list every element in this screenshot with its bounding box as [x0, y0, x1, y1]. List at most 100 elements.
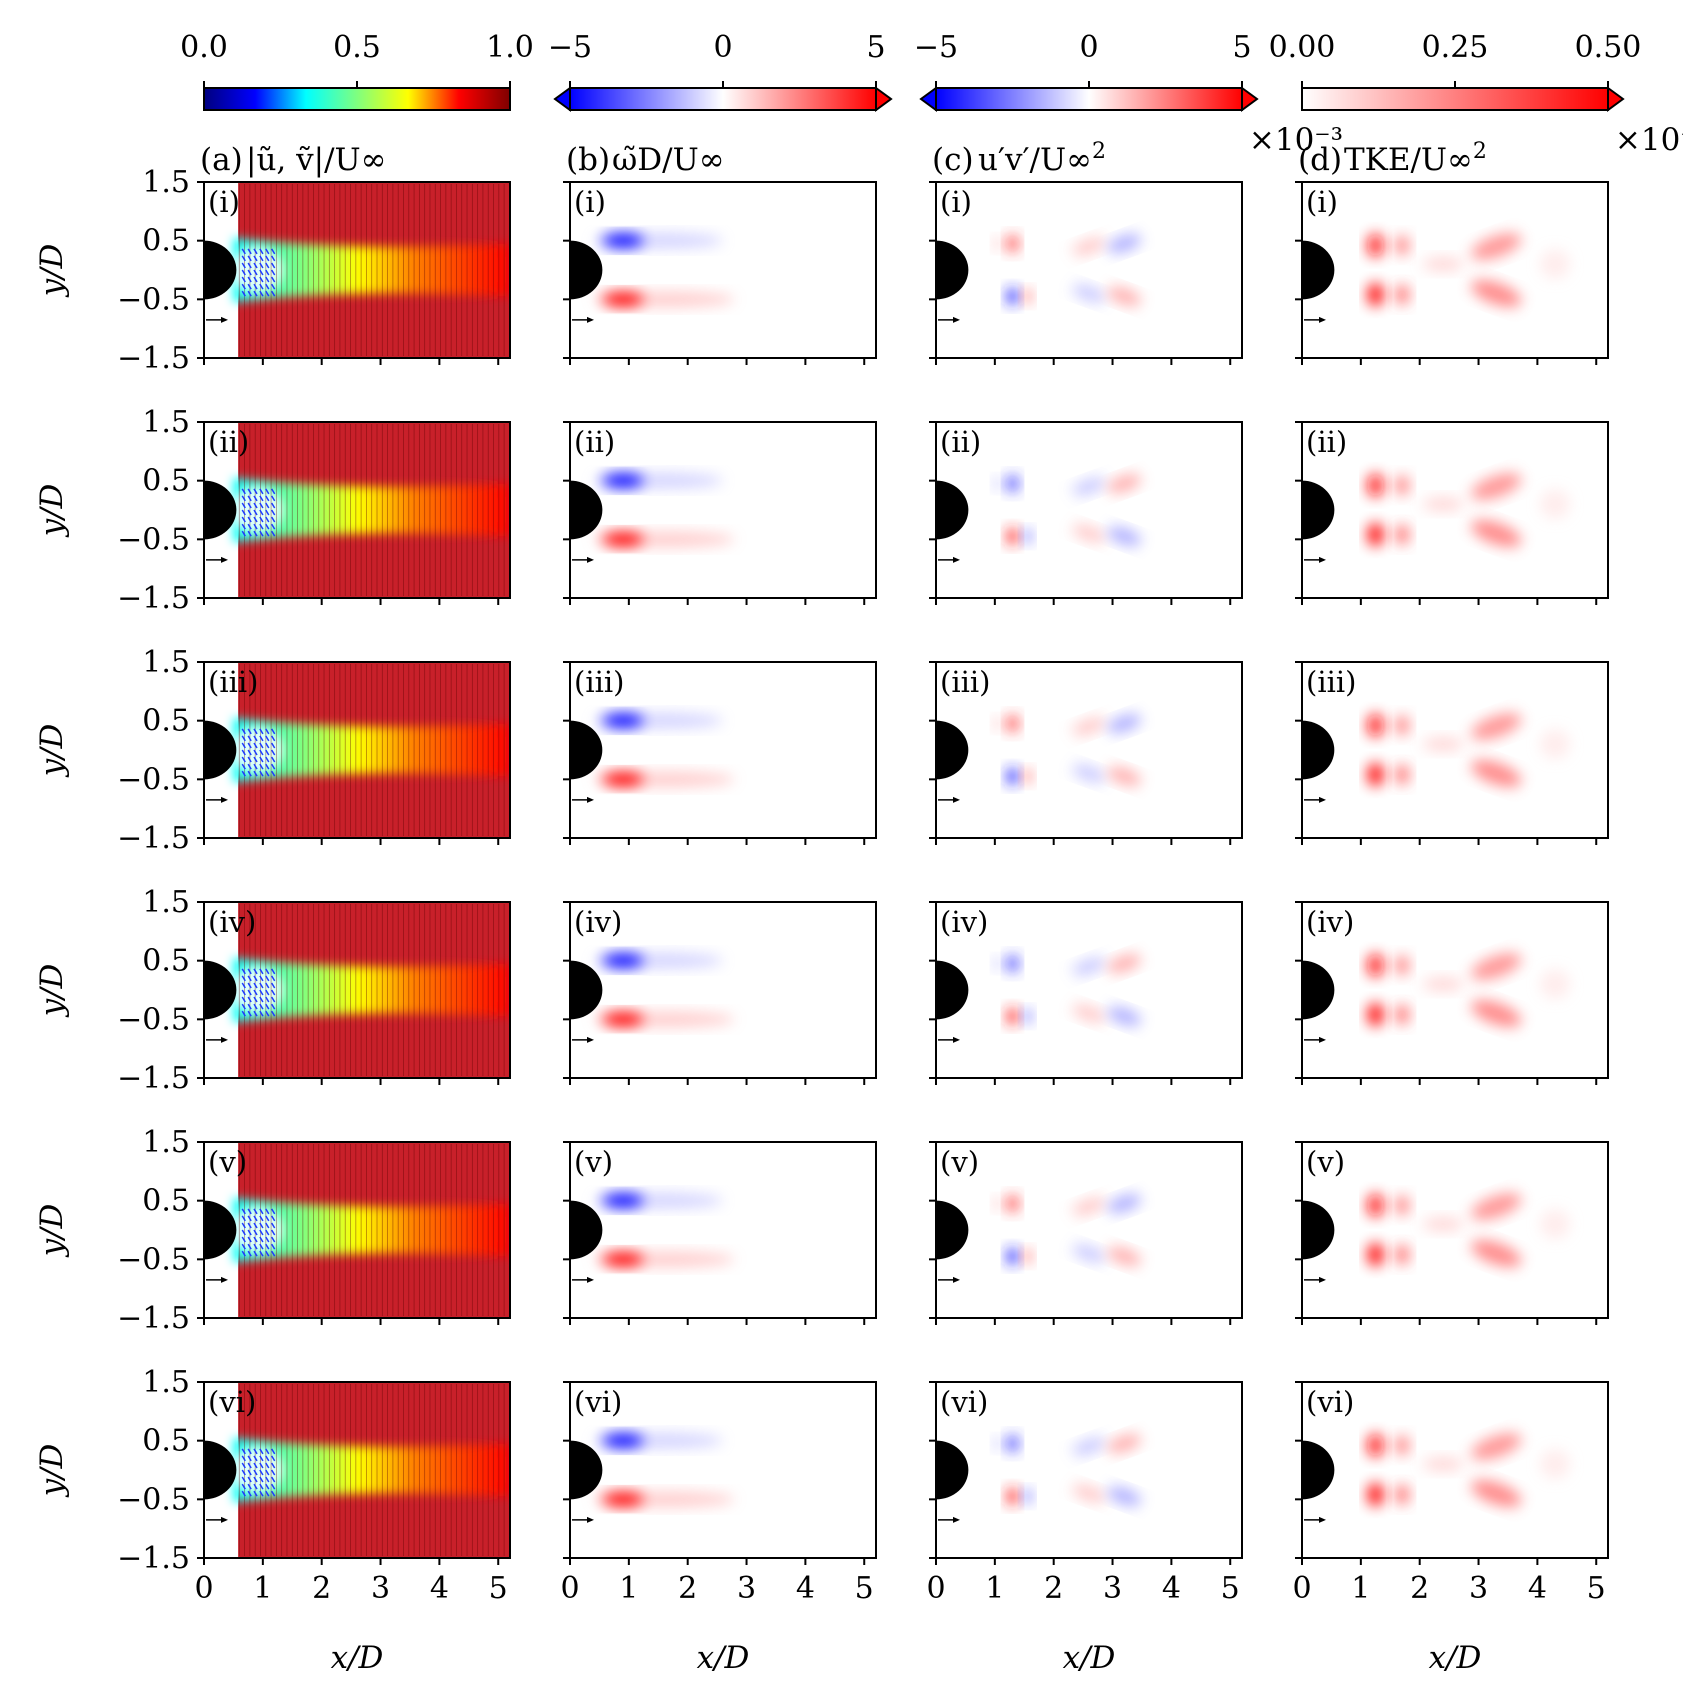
recirculation-vector: [259, 502, 264, 509]
recirculation-vector: [247, 1222, 252, 1229]
tke-lobe: [1471, 760, 1522, 787]
x-axis-label: x/D: [697, 1640, 750, 1676]
tke-peak: [1367, 233, 1384, 258]
panel-field: [204, 1382, 510, 1558]
colorbar-1: 0.0 0.5 1.0: [180, 30, 534, 111]
panel-frame: [1301, 181, 1609, 359]
recirculation-vector: [241, 1010, 246, 1017]
row-label: (iv): [940, 905, 988, 939]
recirculation-vector: [247, 749, 252, 756]
column-title-1: (a) |ũ, ṽ|/U∞: [200, 142, 386, 178]
panel-frame: [203, 661, 511, 839]
colorbar-tick-label: 0.5: [333, 30, 381, 65]
recirculation-vector: [241, 1462, 246, 1469]
y-tick-label: −0.5: [117, 1482, 190, 1517]
panel-bg: [936, 182, 1242, 358]
tke-lobe: [1471, 1000, 1522, 1027]
x-tick-label: 3: [371, 1571, 390, 1606]
rss-lobe: [1022, 769, 1032, 784]
tke-lobe: [1471, 233, 1522, 260]
panel-field: [204, 1142, 510, 1318]
rss-lobe: [1072, 1244, 1106, 1263]
recirculation-vector: [247, 996, 252, 1003]
superscript: 2: [1473, 139, 1487, 164]
recirculation-vector: [265, 523, 270, 530]
panel-field: [1302, 1142, 1608, 1318]
panel-frame: [935, 1381, 1243, 1559]
rss-lobe: [1107, 474, 1142, 493]
row-label: (iv): [208, 905, 256, 939]
panel-5-1: (vi) 0 1 2 3 4 5 x/D: [560, 1381, 877, 1676]
recirculation-vector: [253, 269, 258, 276]
recirculation-vector: [247, 968, 252, 975]
recirculation-vector: [253, 749, 258, 756]
x-tick-label: 2: [312, 1571, 331, 1606]
recirculation-vector: [247, 763, 252, 770]
cylinder: [204, 720, 237, 780]
recirculation-vector: [259, 1483, 264, 1490]
panel-0-0: (i) 1.5 0.5 −0.5 −1.5 y/D: [34, 165, 511, 376]
colorbar-extend-max: [1241, 86, 1259, 112]
panel-field: [570, 422, 876, 598]
rss-lobe: [1006, 954, 1019, 973]
reference-arrow-head: [953, 1516, 960, 1523]
panel-3-1: (iv): [563, 901, 877, 1085]
recirculation-vector: [259, 1243, 264, 1250]
row-label: (i): [1306, 185, 1338, 219]
x-tick-label: 1: [619, 1571, 638, 1606]
y-tick-label: 1.5: [142, 405, 190, 440]
rss-lobe: [1107, 527, 1142, 546]
row-label: (v): [208, 1145, 247, 1179]
row-label: (i): [940, 185, 972, 219]
reference-arrow-head: [953, 1036, 960, 1043]
x-tick-label: 4: [430, 1571, 449, 1606]
recirculation-vector: [253, 735, 258, 742]
x-tick-label: 5: [1221, 1571, 1240, 1606]
recirculation-vector: [253, 756, 258, 763]
tke-lobe: [1471, 280, 1522, 307]
panel-5-3: (vi) 0 1 2 3 4 5 x/D: [1292, 1381, 1609, 1676]
recirculation-vector: [241, 262, 246, 269]
recirculation-vector: [265, 276, 270, 283]
recirculation-vector: [241, 968, 246, 975]
colorbar-tick-label: 1.0: [486, 30, 534, 65]
panel-bg: [570, 902, 876, 1078]
reference-arrow-head: [1319, 316, 1326, 323]
recirculation-vector: [259, 1236, 264, 1243]
recirculation-vector: [265, 255, 270, 262]
cylinder: [204, 240, 237, 300]
x-axis-label: x/D: [1063, 1640, 1116, 1676]
recirculation-vector: [247, 742, 252, 749]
recirculation-vector: [241, 495, 246, 502]
recirculation-vector: [253, 1462, 258, 1469]
shear-layer-upper-core: [602, 473, 644, 488]
panel-bg: [570, 422, 876, 598]
colorbar-fill: [569, 87, 877, 111]
recirculation-vector: [241, 1229, 246, 1236]
row-label: (iii): [208, 665, 258, 699]
panel-field: [204, 662, 510, 838]
rss-lobe: [1072, 1004, 1106, 1023]
recirculation-vector: [259, 1010, 264, 1017]
rss-lobe: [1107, 1194, 1142, 1213]
reference-arrow-head: [953, 556, 960, 563]
shear-layer-lower-core: [602, 1012, 644, 1027]
panel-frame: [1301, 661, 1609, 839]
recirculation-vector: [271, 735, 276, 742]
tke-lobe: [1422, 1457, 1464, 1472]
tke-peak: [1367, 282, 1384, 307]
rss-lobe: [1107, 287, 1142, 306]
panel-bg: [570, 1382, 876, 1558]
panel-frame: [1301, 1381, 1609, 1559]
recirculation-vector: [259, 756, 264, 763]
panel-3-3: (iv): [1295, 901, 1609, 1085]
recirculation-vector: [253, 248, 258, 255]
recirculation-vector: [241, 276, 246, 283]
recirculation-vector: [253, 1455, 258, 1462]
x-tick-label: 0: [560, 1571, 579, 1606]
recirculation-vector: [247, 269, 252, 276]
recirculation-vector: [247, 1483, 252, 1490]
y-axis-label: y/D: [34, 1443, 70, 1498]
shear-layer-lower-core: [602, 1492, 644, 1507]
tke-peak: [1367, 522, 1384, 547]
